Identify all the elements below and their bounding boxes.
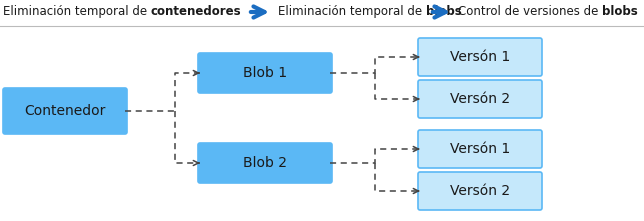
Text: Eliminación temporal de: Eliminación temporal de: [3, 5, 151, 18]
FancyBboxPatch shape: [3, 88, 127, 134]
Text: blobs: blobs: [426, 5, 462, 18]
Text: Versón 2: Versón 2: [450, 92, 510, 106]
Text: Blob 1: Blob 1: [243, 66, 287, 80]
FancyBboxPatch shape: [418, 172, 542, 210]
Text: Versón 1: Versón 1: [450, 50, 510, 64]
Text: Control de versiones de: Control de versiones de: [458, 5, 602, 18]
Text: Contenedor: Contenedor: [24, 104, 106, 118]
FancyBboxPatch shape: [198, 143, 332, 183]
FancyBboxPatch shape: [418, 80, 542, 118]
FancyBboxPatch shape: [418, 130, 542, 168]
Text: Blob 2: Blob 2: [243, 156, 287, 170]
Text: blobs: blobs: [602, 5, 638, 18]
Text: contenedores: contenedores: [151, 5, 242, 18]
Text: Versón 2: Versón 2: [450, 184, 510, 198]
FancyBboxPatch shape: [198, 53, 332, 93]
FancyBboxPatch shape: [418, 38, 542, 76]
Text: Versón 1: Versón 1: [450, 142, 510, 156]
Text: Eliminación temporal de: Eliminación temporal de: [278, 5, 426, 18]
